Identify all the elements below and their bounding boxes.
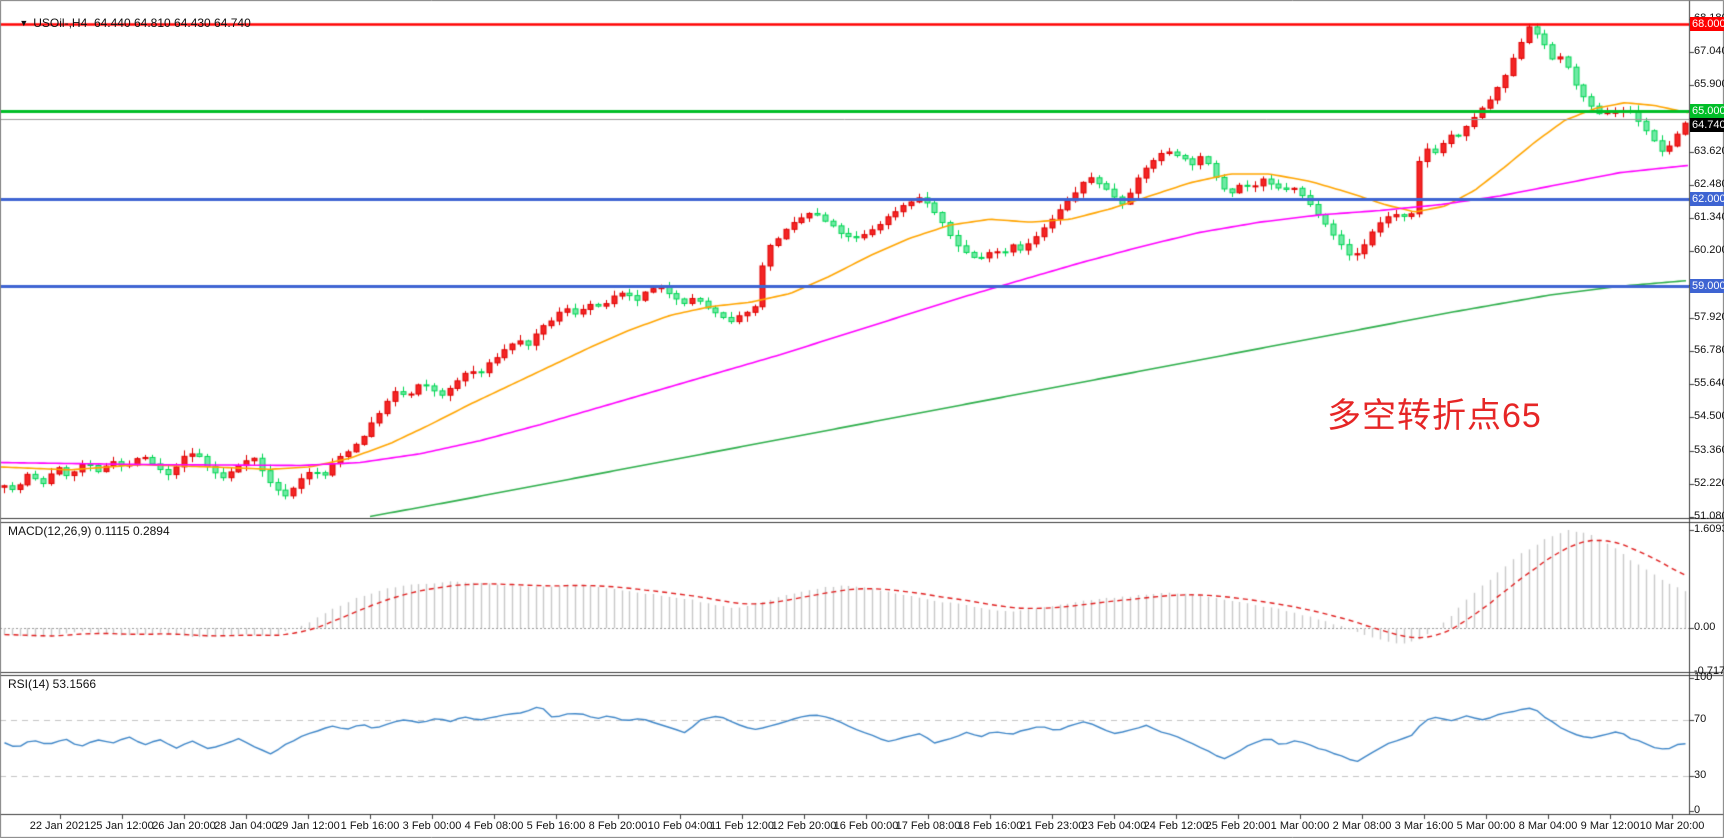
price-level-badge: 68.000 — [1690, 17, 1724, 31]
price-tick-label: 51.080 — [1694, 510, 1724, 523]
price-level-badge: 64.740 — [1690, 118, 1724, 133]
macd-indicator-label: MACD(12,26,9) 0.1115 0.2894 — [8, 524, 170, 538]
macd-tick-label: 0.00 — [1694, 621, 1716, 633]
rsi-tick-label: 100 — [1694, 671, 1713, 683]
price-tick-label: 67.040 — [1694, 44, 1724, 57]
macd-tick-label: 1.6093 — [1694, 523, 1724, 536]
time-tick-label: 23 Feb 04:00 — [1081, 820, 1147, 832]
rsi-tick-label: 0 — [1694, 804, 1701, 816]
time-tick-label: 22 Jan 2021 — [29, 820, 91, 832]
time-tick-label: 17 Feb 08:00 — [895, 820, 961, 832]
rsi-indicator-label: RSI(14) 53.1566 — [8, 677, 97, 691]
time-tick-label: 8 Feb 20:00 — [588, 820, 648, 832]
price-tick-label: 63.620 — [1694, 144, 1724, 157]
time-tick-label: 24 Feb 12:00 — [1143, 820, 1209, 832]
price-tick-label: 53.360 — [1694, 443, 1724, 456]
time-tick-label: 5 Mar 00:00 — [1456, 820, 1516, 832]
price-tick-label: 55.640 — [1694, 377, 1724, 390]
time-tick-label: 25 Jan 12:00 — [90, 820, 154, 832]
price-tick-label: 62.480 — [1694, 177, 1724, 190]
time-tick-label: 10 Mar 20:00 — [1639, 820, 1705, 832]
time-tick-label: 5 Feb 16:00 — [526, 820, 586, 832]
price-level-badge: 62.000 — [1690, 191, 1724, 206]
time-tick-label: 8 Mar 04:00 — [1518, 820, 1578, 832]
time-tick-label: 4 Feb 08:00 — [464, 820, 524, 832]
price-tick-label: 65.900 — [1694, 78, 1724, 91]
price-tick-label: 52.220 — [1694, 476, 1724, 489]
time-tick-label: 12 Feb 20:00 — [771, 820, 837, 832]
rsi-tick-label: 30 — [1694, 769, 1707, 781]
time-tick-label: 25 Feb 20:00 — [1205, 820, 1271, 832]
time-tick-label: 9 Mar 12:00 — [1580, 820, 1640, 832]
macd-tick-label: -0.7172 — [1694, 664, 1724, 677]
time-tick-label: 21 Feb 23:00 — [1019, 820, 1085, 832]
time-tick-label: 1 Feb 16:00 — [340, 820, 400, 832]
time-tick-label: 29 Jan 12:00 — [276, 820, 340, 832]
time-tick-label: 28 Jan 04:00 — [214, 820, 278, 832]
time-tick-label: 3 Mar 16:00 — [1394, 820, 1454, 832]
chevron-down-icon[interactable]: ▼ — [19, 18, 29, 28]
time-tick-label: 16 Feb 00:00 — [833, 820, 899, 832]
price-tick-label: 54.500 — [1694, 410, 1724, 423]
time-tick-label: 2 Mar 08:00 — [1332, 820, 1392, 832]
time-tick-label: 11 Feb 12:00 — [709, 820, 775, 832]
price-level-badge: 59.000 — [1690, 279, 1724, 294]
symbol-ohlc-header: ▼ USOil-,H4 64.440 64.810 64.430 64.740 — [6, 2, 251, 44]
time-tick-label: 18 Feb 16:00 — [957, 820, 1023, 832]
chart-text-annotation: 多空转折点65 — [1327, 397, 1542, 435]
symbol-title: USOil-,H4 64.440 64.810 64.430 64.740 — [33, 16, 251, 30]
time-tick-label: 10 Feb 04:00 — [647, 820, 713, 832]
price-tick-label: 61.340 — [1694, 211, 1724, 224]
price-tick-label: 60.200 — [1694, 244, 1724, 257]
time-tick-label: 26 Jan 20:00 — [152, 820, 216, 832]
time-tick-label: 3 Feb 00:00 — [402, 820, 462, 832]
rsi-tick-label: 70 — [1694, 713, 1707, 725]
price-level-badge: 65.000 — [1690, 104, 1724, 119]
price-tick-label: 57.920 — [1694, 310, 1724, 323]
time-tick-label: 1 Mar 00:00 — [1270, 820, 1330, 832]
price-tick-label: 56.780 — [1694, 343, 1724, 356]
